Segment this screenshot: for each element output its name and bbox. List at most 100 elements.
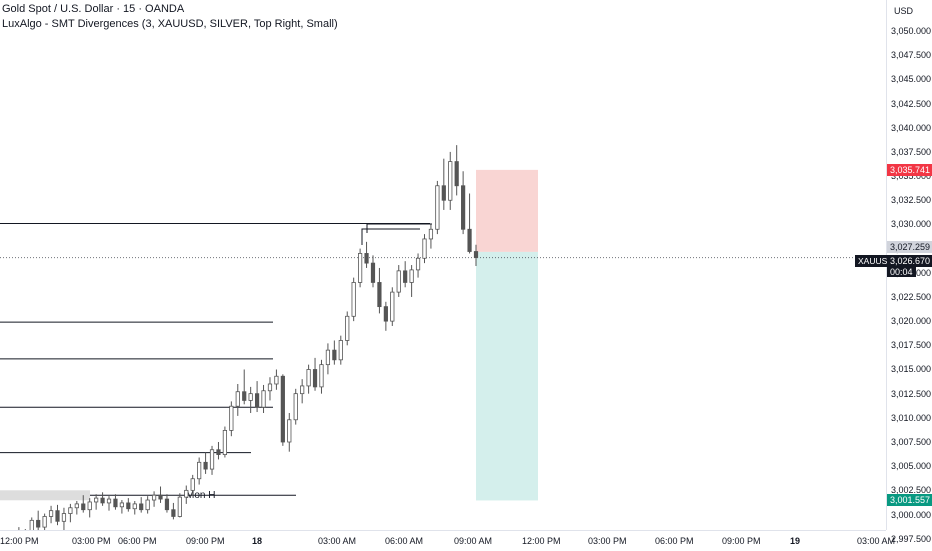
candle-down xyxy=(454,161,459,187)
candle-up xyxy=(29,519,34,530)
candle-down xyxy=(126,502,131,510)
candle-up xyxy=(358,253,363,283)
y-tick-label: 3,010.000 xyxy=(891,412,932,423)
candle-down xyxy=(164,498,170,511)
x-tick-label: 06:00 PM xyxy=(118,536,157,546)
candle-down xyxy=(364,253,369,264)
candle-up xyxy=(48,510,54,517)
price-plot[interactable]: Mon H xyxy=(0,0,886,530)
level-step-line xyxy=(361,228,420,245)
y-tick-label: 3,020.000 xyxy=(891,316,932,327)
bar-countdown: 00:04 xyxy=(887,266,916,277)
candle-down xyxy=(216,449,221,455)
candle-up xyxy=(409,269,414,283)
candle-down xyxy=(467,228,472,252)
candle-up xyxy=(42,516,47,528)
indicator-label[interactable]: LuxAlgo - SMT Divergences (3, XAUUSD, SI… xyxy=(2,18,338,30)
time-axis[interactable] xyxy=(0,530,886,551)
x-tick-label: 06:00 PM xyxy=(655,536,694,546)
y-tick-label: 3,032.500 xyxy=(891,195,932,206)
x-tick-label: 06:00 AM xyxy=(385,536,424,546)
candle-up xyxy=(274,375,279,385)
chart-header: Gold Spot / U.S. Dollar · 15 · OANDA Lux… xyxy=(2,2,338,32)
candle-up xyxy=(132,503,137,510)
candle-down xyxy=(461,185,466,230)
candle-up xyxy=(87,501,92,511)
y-tick-label: 3,050.000 xyxy=(891,26,932,36)
y-tick-label: 3,007.500 xyxy=(891,436,932,447)
candle-up xyxy=(235,391,240,407)
y-tick-label: 3,005.000 xyxy=(891,461,932,472)
y-tick-label: 3,017.500 xyxy=(891,340,932,351)
candle-up xyxy=(190,478,195,491)
candle-down xyxy=(113,498,118,508)
candle-down xyxy=(280,375,285,443)
candle-down xyxy=(36,519,41,528)
x-tick-label: 09:00 PM xyxy=(722,536,761,546)
x-tick-label: 09:00 PM xyxy=(186,536,225,546)
y-tick-label: 3,012.500 xyxy=(891,388,932,399)
candle-down xyxy=(203,461,208,470)
candle-up xyxy=(435,185,440,230)
x-tick-label: 12:00 PM xyxy=(0,536,39,546)
candle-up xyxy=(94,497,99,503)
candle-up xyxy=(119,502,124,508)
candle-up xyxy=(415,257,421,271)
candle-down xyxy=(332,349,337,361)
candle-down xyxy=(312,369,318,388)
symbol-tag: XAUUSD xyxy=(855,254,897,267)
candle-up xyxy=(300,385,305,395)
candle-up xyxy=(68,507,73,514)
candle-up xyxy=(209,449,215,470)
y-tick-label: 3,040.000 xyxy=(891,122,932,133)
candle-down xyxy=(139,503,144,511)
candle-up xyxy=(222,430,228,455)
y-tick-label: 3,042.500 xyxy=(891,98,932,109)
target-zone xyxy=(476,251,538,501)
target-price-tag: 3,001.557 xyxy=(887,494,932,507)
candle-up xyxy=(287,419,292,443)
x-tick-label: 09:00 AM xyxy=(454,536,493,546)
x-tick-label: 03:00 PM xyxy=(588,536,627,546)
last-price-tag: 3,026.670 xyxy=(887,254,932,267)
candle-up xyxy=(345,315,350,341)
y-tick-label: 3,000.000 xyxy=(891,509,932,520)
candle-up xyxy=(351,282,356,317)
y-tick-label: 3,002.500 xyxy=(891,485,932,496)
candle-up xyxy=(145,499,150,511)
candle-down xyxy=(100,497,105,504)
y-tick-label: 3,030.000 xyxy=(891,219,932,230)
candle-up xyxy=(177,496,182,517)
candle-up xyxy=(248,393,253,401)
y-tick-label: 2,997.500 xyxy=(891,533,932,544)
candle-down xyxy=(158,494,163,500)
entry-price-tag: 3,027.259 xyxy=(887,241,932,254)
currency-label[interactable]: USD xyxy=(894,6,914,16)
y-tick-label: 3,047.500 xyxy=(891,50,932,61)
candle-up xyxy=(197,461,202,480)
x-tick-label: 03:00 AM xyxy=(857,536,896,546)
x-tick-label: 18 xyxy=(252,536,263,546)
stop-zone xyxy=(476,169,538,252)
candle-up xyxy=(338,340,343,361)
candle-up xyxy=(390,291,395,322)
candle-up xyxy=(229,405,234,431)
candle-up xyxy=(184,489,189,498)
candle-up xyxy=(267,383,273,392)
level-step-line xyxy=(366,223,432,233)
candle-up xyxy=(306,369,311,387)
symbol-title[interactable]: Gold Spot / U.S. Dollar · 15 · OANDA xyxy=(2,3,185,15)
candle-down xyxy=(171,509,176,517)
candle-up xyxy=(261,390,266,408)
x-tick-label: 12:00 PM xyxy=(522,536,561,546)
candle-up xyxy=(151,494,157,501)
candle-down xyxy=(242,391,247,401)
candle-up xyxy=(74,503,79,509)
x-tick-label: 19 xyxy=(790,536,801,546)
candle-up xyxy=(106,498,112,504)
y-tick-label: 3,045.000 xyxy=(891,74,932,85)
candle-down xyxy=(473,251,479,259)
candle-up xyxy=(422,238,427,259)
candle-up xyxy=(325,349,331,366)
